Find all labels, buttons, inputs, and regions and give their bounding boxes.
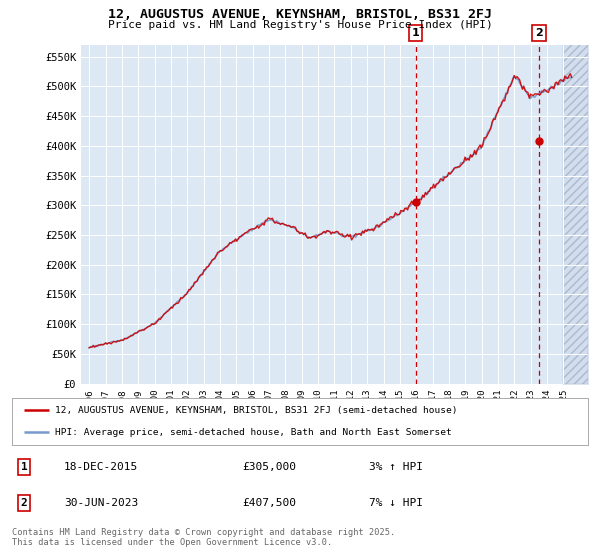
Text: 12, AUGUSTUS AVENUE, KEYNSHAM, BRISTOL, BS31 2FJ: 12, AUGUSTUS AVENUE, KEYNSHAM, BRISTOL, … [108, 8, 492, 21]
Text: 1: 1 [20, 462, 28, 472]
Text: £407,500: £407,500 [242, 498, 296, 508]
Text: HPI: Average price, semi-detached house, Bath and North East Somerset: HPI: Average price, semi-detached house,… [55, 428, 452, 437]
Text: 30-JUN-2023: 30-JUN-2023 [64, 498, 138, 508]
Text: Contains HM Land Registry data © Crown copyright and database right 2025.
This d: Contains HM Land Registry data © Crown c… [12, 528, 395, 547]
Text: 2: 2 [20, 498, 28, 508]
Text: Price paid vs. HM Land Registry's House Price Index (HPI): Price paid vs. HM Land Registry's House … [107, 20, 493, 30]
Text: 18-DEC-2015: 18-DEC-2015 [64, 462, 138, 472]
Text: 12, AUGUSTUS AVENUE, KEYNSHAM, BRISTOL, BS31 2FJ (semi-detached house): 12, AUGUSTUS AVENUE, KEYNSHAM, BRISTOL, … [55, 406, 458, 415]
Text: £305,000: £305,000 [242, 462, 296, 472]
Text: 3% ↑ HPI: 3% ↑ HPI [369, 462, 423, 472]
Text: 1: 1 [412, 28, 419, 38]
Text: 7% ↓ HPI: 7% ↓ HPI [369, 498, 423, 508]
Text: 2: 2 [535, 28, 543, 38]
